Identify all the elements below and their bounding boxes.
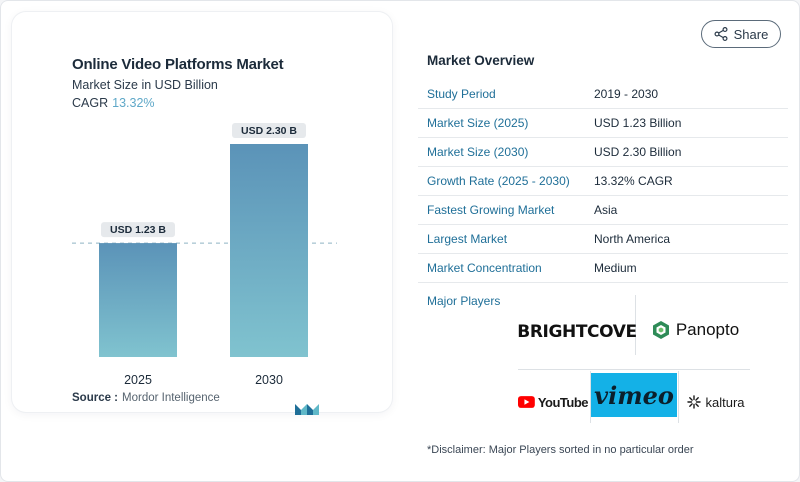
overview-value: Medium <box>594 261 637 275</box>
grid-divider <box>518 369 750 370</box>
chart-title: Online Video Platforms Market <box>72 56 284 73</box>
overview-key: Largest Market <box>427 232 508 246</box>
kaltura-label: kaltura <box>705 394 745 410</box>
players-title: Major Players <box>427 294 501 308</box>
youtube-label: YouTube <box>537 394 589 410</box>
mordor-logo-icon <box>295 404 319 415</box>
panopto-icon <box>652 321 669 339</box>
youtube-play-icon <box>518 396 535 408</box>
share-label: Share <box>733 26 769 42</box>
overview-row: Growth Rate (2025 - 2030) 13.32% CAGR <box>418 167 788 196</box>
bar-2025 <box>99 243 177 357</box>
panopto-label: Panopto <box>675 320 740 339</box>
cagr-value: 13.32% <box>112 96 155 110</box>
cagr-label: CAGR <box>72 96 109 110</box>
source: Source : Mordor Intelligence <box>72 392 220 404</box>
cagr: CAGR 13.32% <box>72 96 155 110</box>
overview-key: Market Size (2025) <box>427 116 529 130</box>
overview-value: Asia <box>594 203 618 217</box>
grid-divider <box>635 295 636 355</box>
overview-row: Fastest Growing Market Asia <box>418 196 788 225</box>
chart-subtitle: Market Size in USD Billion <box>72 78 218 92</box>
data-label-bg <box>101 222 175 238</box>
tick-label: 2030 <box>255 373 283 387</box>
panopto-logo: Panopto <box>640 313 750 347</box>
overview-value: North America <box>594 232 671 246</box>
players-grid: BRIGHTCOVE Panopto YouTube vimeo kaltura <box>418 295 788 425</box>
data-label-bg <box>232 123 306 138</box>
overview-table: Study Period 2019 - 2030 Market Size (2025… <box>418 80 788 283</box>
overview-row: Market Concentration Medium <box>418 254 788 283</box>
overview-row: Market Size (2025) USD 1.23 Billion <box>418 109 788 138</box>
kaltura-icon <box>687 395 702 409</box>
source-label: Source : <box>72 392 119 404</box>
overview-value: 2019 - 2030 <box>594 87 659 101</box>
bar-chart: USD 1.23 B 2025 USD 2.30 B 2030 <box>72 123 337 387</box>
source-value: Mordor Intelligence <box>122 392 220 404</box>
bar-2030 <box>230 144 308 357</box>
overview-key: Fastest Growing Market <box>427 203 555 217</box>
brightcove-logo: BRIGHTCOVE <box>517 322 637 342</box>
data-label: USD 2.30 B <box>241 125 297 137</box>
overview-key: Growth Rate (2025 - 2030) <box>427 174 570 188</box>
overview-key: Study Period <box>427 87 496 101</box>
share-icon <box>714 27 728 41</box>
overview-value: USD 1.23 Billion <box>594 116 682 130</box>
grid-divider <box>678 371 679 423</box>
vimeo-logo: vimeo <box>591 373 677 417</box>
share-button[interactable]: Share <box>701 20 781 48</box>
grid-divider <box>590 371 591 423</box>
overview-value: USD 2.30 Billion <box>594 145 682 159</box>
overview-value: 13.32% CAGR <box>594 174 673 188</box>
data-label: USD 1.23 B <box>110 224 166 236</box>
youtube-logo: YouTube <box>518 391 589 413</box>
overview-row: Study Period 2019 - 2030 <box>418 80 788 109</box>
chart-card: Online Video Platforms Market Market Siz… <box>12 12 392 415</box>
kaltura-logo: kaltura <box>682 391 750 413</box>
overview-row: Largest Market North America <box>418 225 788 254</box>
overview-key: Market Size (2030) <box>427 145 529 159</box>
overview-title: Market Overview <box>427 53 535 68</box>
disclaimer: *Disclaimer: Major Players sorted in no … <box>427 444 694 456</box>
overview-key: Market Concentration <box>427 261 542 275</box>
tick-label: 2025 <box>124 373 152 387</box>
overview-row: Market Size (2030) USD 2.30 Billion <box>418 138 788 167</box>
